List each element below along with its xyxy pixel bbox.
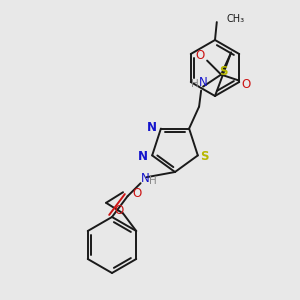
Text: O: O	[242, 78, 251, 91]
Text: S: S	[219, 65, 227, 78]
Text: S: S	[201, 150, 209, 163]
Text: CH₃: CH₃	[227, 14, 245, 24]
Text: H: H	[191, 79, 199, 88]
Text: H: H	[149, 176, 157, 186]
Text: O: O	[196, 49, 205, 62]
Text: N: N	[199, 76, 208, 89]
Text: O: O	[132, 187, 141, 200]
Text: N: N	[141, 172, 150, 185]
Text: N: N	[147, 121, 157, 134]
Text: O: O	[114, 204, 124, 217]
Text: N: N	[138, 150, 148, 163]
